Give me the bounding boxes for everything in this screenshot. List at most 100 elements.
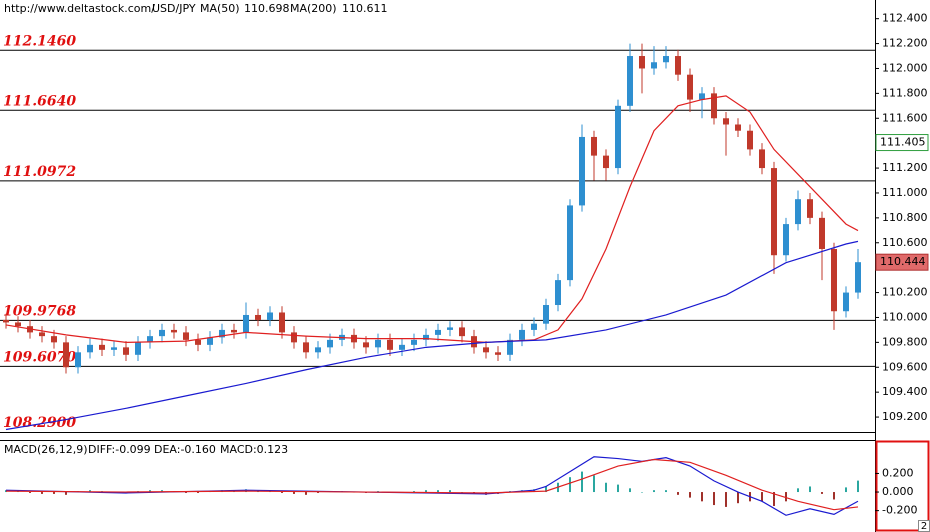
candle-body	[171, 329, 177, 333]
y-tick-label: 109.200	[882, 410, 928, 423]
candle-body	[39, 332, 45, 337]
candle-body	[291, 332, 297, 343]
y-tick-label: 111.000	[882, 186, 928, 199]
histogram-bar	[689, 492, 691, 498]
level-label: 109.9768	[3, 303, 76, 319]
histogram-bar	[281, 492, 283, 493]
histogram-bar	[665, 490, 667, 493]
histogram-bar	[701, 492, 703, 502]
y-tick-label: 110.600	[882, 236, 928, 249]
candle-body	[603, 155, 609, 169]
y-tick-label: 111.600	[882, 111, 928, 124]
legend-value: 110.698	[244, 2, 290, 15]
candle-body	[399, 344, 405, 350]
legend-name: MACD:0.123	[220, 443, 288, 456]
candle-body	[819, 217, 825, 249]
price-tag	[875, 253, 929, 271]
candle-body	[99, 344, 105, 350]
histogram-bar	[833, 492, 835, 500]
y-tick-label: 110.800	[882, 211, 928, 224]
candle-body	[411, 339, 417, 345]
histogram-bar	[317, 492, 319, 493]
candle-body	[207, 337, 213, 345]
histogram-bar	[821, 492, 823, 494]
candle-body	[591, 136, 597, 156]
axis-highlight	[875, 440, 930, 532]
level-label: 112.1460	[3, 33, 76, 49]
candle-body	[615, 105, 621, 169]
candle-body	[111, 347, 117, 350]
y-tick-label: 109.400	[882, 385, 928, 398]
candle-body	[699, 93, 705, 100]
histogram-bar	[845, 487, 847, 493]
histogram-bar	[449, 490, 451, 493]
y-tick-label: 111.800	[882, 86, 928, 99]
candle-body	[831, 248, 837, 312]
candle-body	[735, 124, 741, 131]
histogram-bar	[797, 488, 799, 493]
candle-body	[267, 312, 273, 320]
histogram-bar	[161, 490, 163, 493]
line-series	[5, 458, 859, 511]
histogram-bar	[785, 492, 787, 502]
y-tick-label: 112.200	[882, 37, 928, 50]
histogram-bar	[569, 477, 571, 493]
panel-title: MACD(26,12,9)	[4, 443, 88, 456]
candle-body	[255, 314, 261, 320]
y-tick-label: 112.000	[882, 61, 928, 74]
candle-body	[87, 344, 93, 353]
candle-body	[3, 319, 9, 323]
candle-body	[711, 93, 717, 119]
candle-body	[75, 352, 81, 368]
y-tick-label: 0.200	[882, 466, 914, 479]
histogram-bar	[305, 492, 307, 495]
candle-body	[651, 62, 657, 69]
candle-body	[123, 347, 129, 355]
histogram-bar	[293, 492, 295, 494]
candle-body	[51, 336, 57, 343]
candle-body	[483, 347, 489, 353]
histogram-bar	[773, 492, 775, 506]
line-series	[5, 95, 859, 343]
histogram-bar	[581, 471, 583, 493]
histogram-bar	[857, 480, 859, 493]
histogram-bar	[713, 492, 715, 506]
histogram-bar	[677, 492, 679, 495]
y-tick-label: 110.000	[882, 310, 928, 323]
candle-body	[795, 199, 801, 225]
candle-body	[63, 342, 69, 368]
histogram-bar	[593, 475, 595, 493]
candle-body	[327, 339, 333, 348]
candle-body	[627, 56, 633, 106]
histogram-bar	[629, 488, 631, 493]
candle-body	[663, 56, 669, 63]
candle-body	[843, 292, 849, 312]
histogram-bar	[617, 484, 619, 493]
legend-name: DEA:-0.160	[154, 443, 216, 456]
level-label: 111.0972	[3, 164, 76, 180]
line-series	[5, 240, 859, 431]
candle-body	[459, 327, 465, 337]
candle-body	[15, 322, 21, 327]
y-tick-label: 111.200	[882, 161, 928, 174]
histogram-bar	[29, 492, 31, 493]
candle-body	[315, 347, 321, 353]
y-tick-label: -0.200	[882, 504, 917, 517]
candle-body	[183, 332, 189, 340]
histogram-bar	[149, 490, 151, 493]
candle-body	[387, 339, 393, 350]
legend-name: MA(50)	[200, 2, 240, 15]
corner-label: 2	[921, 521, 927, 532]
candle-body	[447, 327, 453, 330]
histogram-bar	[725, 492, 727, 507]
candle-body	[279, 312, 285, 333]
legend-name: MA(200)	[290, 2, 337, 15]
symbol: USD/JPY	[152, 2, 196, 15]
y-tick-label: 0.000	[882, 485, 914, 498]
source: http://www.deltastock.com/	[4, 2, 155, 15]
histogram-bar	[737, 492, 739, 504]
candle-body	[807, 199, 813, 218]
